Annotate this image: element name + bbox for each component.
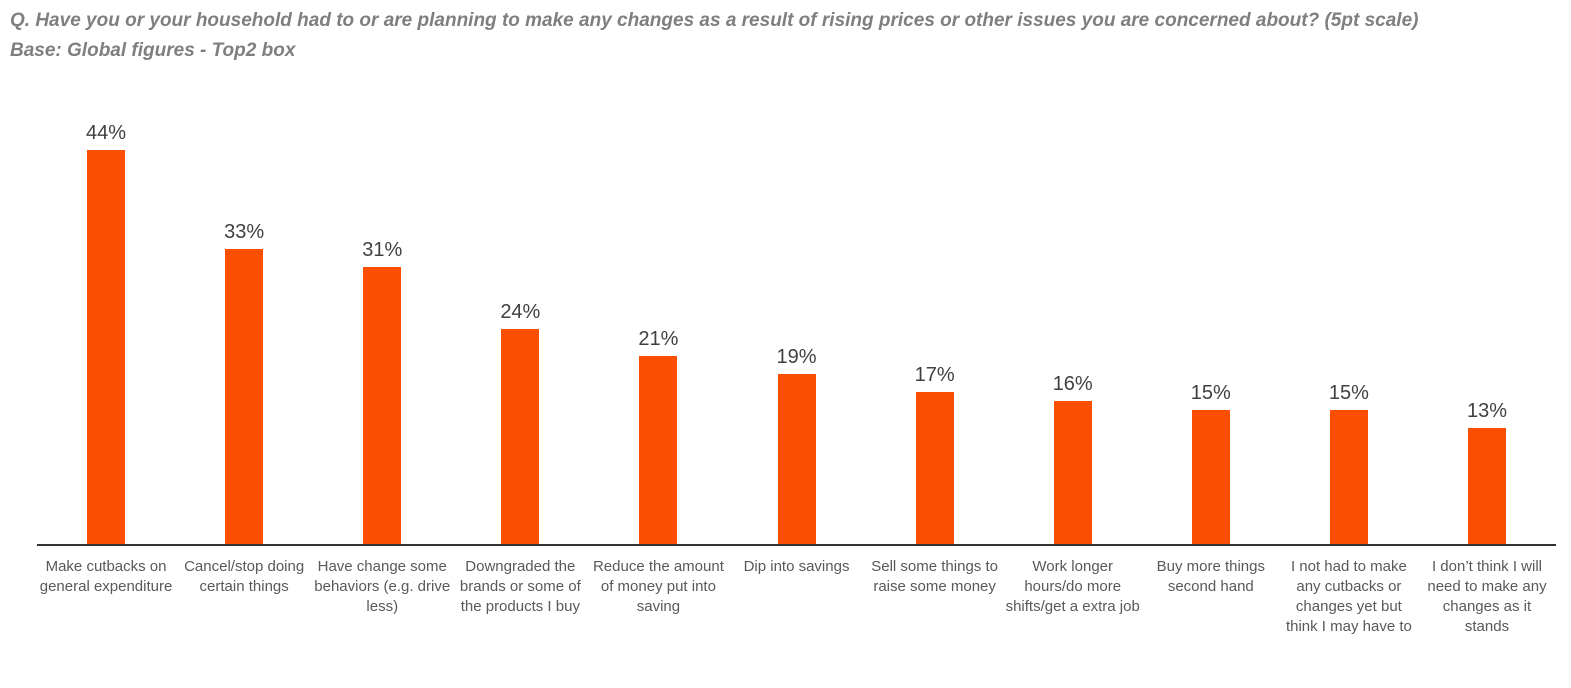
bar-column: 17% <box>866 56 1004 544</box>
bar-value-label: 13% <box>1466 399 1507 422</box>
bar-value-label: 33% <box>224 220 265 243</box>
bar-value-label: 17% <box>914 363 955 386</box>
bar <box>363 266 402 544</box>
plot-area: 44% 33% 31% 24% 21% 19% 17% 16% 15% 15% 13% <box>37 56 1556 546</box>
category-label: Dip into savings <box>743 558 850 575</box>
category-label: Buy more things second hand <box>1156 558 1265 595</box>
bar-value-label: 24% <box>500 301 541 324</box>
category-label: Sell some things to raise some money <box>871 558 998 595</box>
bar-column: 13% <box>1418 56 1556 544</box>
category-label: Have change some behaviors (e.g. drive l… <box>314 558 451 615</box>
bar-value-label: 19% <box>776 345 817 368</box>
bar <box>87 150 126 544</box>
bar-value-label: 16% <box>1052 372 1093 395</box>
category-label: I don’t think I will need to make any ch… <box>1427 558 1547 635</box>
bar <box>1053 400 1092 544</box>
bar-column: 44% <box>37 56 175 544</box>
chart-header: Q. Have you or your household had to or … <box>10 6 1560 66</box>
bar <box>1467 427 1506 544</box>
bar <box>1191 409 1230 544</box>
bar-column: 16% <box>1004 56 1142 544</box>
category-label: Reduce the amount of money put into savi… <box>592 558 724 615</box>
bar <box>225 248 264 544</box>
chart-question-title: Q. Have you or your household had to or … <box>10 10 1419 31</box>
bar-value-label: 15% <box>1328 381 1369 404</box>
bar-column: 15% <box>1280 56 1418 544</box>
bar-column: 21% <box>589 56 727 544</box>
bar-chart: 44% 33% 31% 24% 21% 19% 17% 16% 15% 15% 13% Make c… <box>37 56 1556 637</box>
bar-value-label: 44% <box>86 122 127 145</box>
bar-column: 15% <box>1142 56 1280 544</box>
bar-value-label: 31% <box>362 238 403 261</box>
bar-column: 33% <box>175 56 313 544</box>
category-label: Make cutbacks on general expenditure <box>39 558 173 595</box>
bar <box>501 329 540 544</box>
category-axis: Make cutbacks on general expenditure Canc… <box>37 546 1556 637</box>
bar-value-label: 15% <box>1190 381 1231 404</box>
bar <box>915 391 954 544</box>
bar <box>777 373 816 544</box>
chart-base-subtitle: Base: Global figures - Top2 box <box>10 40 296 61</box>
bar <box>639 356 678 544</box>
category-label: Downgraded the brands or some of the pro… <box>459 558 581 615</box>
category-label: I not had to make any cutbacks or change… <box>1285 558 1412 635</box>
bar-column: 31% <box>313 56 451 544</box>
category-label: Cancel/stop doing certain things <box>184 558 305 595</box>
bar <box>1329 409 1368 544</box>
bar-column: 19% <box>727 56 865 544</box>
bar-value-label: 21% <box>638 328 679 351</box>
category-label: Work longer hours/do more shifts/get a e… <box>1005 558 1140 615</box>
bar-column: 24% <box>451 56 589 544</box>
